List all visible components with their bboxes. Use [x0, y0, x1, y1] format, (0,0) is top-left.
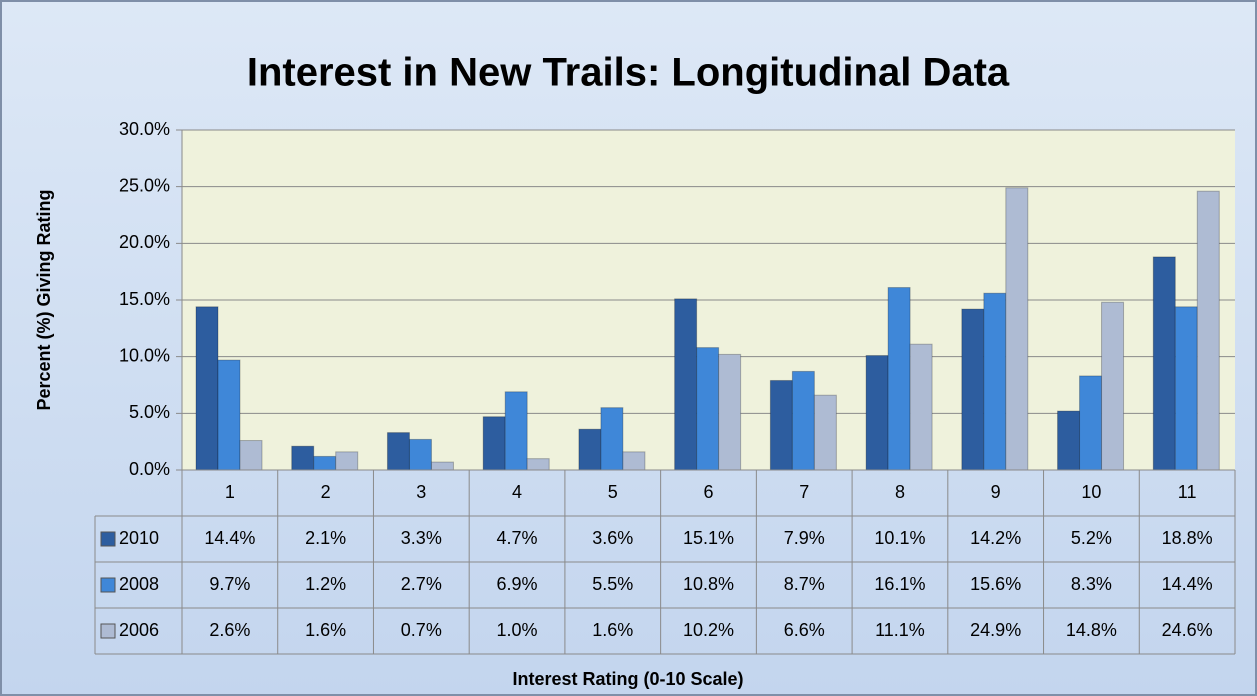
- legend-label: 2010: [119, 528, 159, 548]
- table-value: 2.7%: [401, 574, 442, 594]
- table-value: 5.5%: [592, 574, 633, 594]
- bar: [674, 298, 698, 471]
- y-tick-label: 20.0%: [119, 232, 170, 252]
- table-value: 6.9%: [497, 574, 538, 594]
- x-tick-label: 6: [703, 482, 713, 502]
- bar: [386, 432, 410, 471]
- bar: [578, 428, 602, 471]
- legend-label: 2008: [119, 574, 159, 594]
- bar: [600, 407, 624, 471]
- bar: [983, 292, 1007, 471]
- table-value: 3.3%: [401, 528, 442, 548]
- bar: [1005, 187, 1029, 471]
- bar: [504, 391, 528, 471]
- x-tick-label: 11: [1178, 482, 1197, 502]
- bar: [1152, 256, 1176, 471]
- table-value: 14.2%: [970, 528, 1021, 548]
- bar: [482, 416, 506, 471]
- table-value: 15.6%: [970, 574, 1021, 594]
- bar: [909, 343, 933, 471]
- bar: [1196, 190, 1220, 471]
- bar: [291, 445, 315, 471]
- table-value: 1.6%: [305, 620, 346, 640]
- table-value: 10.8%: [683, 574, 734, 594]
- bar: [961, 308, 985, 471]
- bar: [430, 461, 454, 471]
- bar: [887, 287, 911, 471]
- x-tick-label: 5: [608, 482, 618, 502]
- bar: [696, 347, 720, 471]
- x-tick-label: 3: [416, 482, 426, 502]
- bar: [239, 440, 263, 471]
- bar: [313, 455, 337, 471]
- table-value: 10.1%: [874, 528, 925, 548]
- table-value: 6.6%: [784, 620, 825, 640]
- table-value: 14.4%: [1162, 574, 1213, 594]
- y-tick-label: 5.0%: [129, 402, 170, 422]
- x-tick-label: 1: [225, 482, 235, 502]
- legend-label: 2006: [119, 620, 159, 640]
- x-axis-label: Interest Rating (0-10 Scale): [512, 669, 743, 689]
- x-tick-label: 7: [799, 482, 809, 502]
- table-value: 14.4%: [204, 528, 255, 548]
- y-tick-label: 15.0%: [119, 289, 170, 309]
- y-tick-label: 10.0%: [119, 345, 170, 365]
- x-tick-label: 10: [1081, 482, 1101, 502]
- x-tick-label: 4: [512, 482, 522, 502]
- x-tick-label: 8: [895, 482, 905, 502]
- bar: [217, 359, 241, 471]
- table-value: 4.7%: [497, 528, 538, 548]
- legend-key: [100, 577, 116, 593]
- bar: [813, 394, 837, 471]
- y-tick-label: 30.0%: [119, 119, 170, 139]
- table-value: 8.7%: [784, 574, 825, 594]
- table-value: 3.6%: [592, 528, 633, 548]
- table-value: 0.7%: [401, 620, 442, 640]
- table-value: 2.6%: [209, 620, 250, 640]
- x-tick-label: 2: [321, 482, 331, 502]
- table-value: 24.6%: [1162, 620, 1213, 640]
- table-value: 14.8%: [1066, 620, 1117, 640]
- table-value: 1.0%: [497, 620, 538, 640]
- table-value: 7.9%: [784, 528, 825, 548]
- table-value: 18.8%: [1162, 528, 1213, 548]
- bar: [865, 355, 889, 471]
- table-value: 1.2%: [305, 574, 346, 594]
- table-value: 2.1%: [305, 528, 346, 548]
- bar: [622, 451, 646, 471]
- bar: [335, 451, 359, 471]
- table-value: 24.9%: [970, 620, 1021, 640]
- y-tick-label: 0.0%: [129, 459, 170, 479]
- x-tick-label: 9: [991, 482, 1001, 502]
- bar: [718, 353, 742, 471]
- table-value: 5.2%: [1071, 528, 1112, 548]
- bar: [1057, 410, 1081, 471]
- bar: [526, 458, 550, 471]
- bar: [769, 379, 793, 471]
- bar: [1079, 375, 1103, 471]
- y-tick-label: 25.0%: [119, 175, 170, 195]
- bar: [791, 370, 815, 471]
- bar: [1101, 301, 1125, 471]
- bar: [408, 438, 432, 471]
- table-value: 16.1%: [874, 574, 925, 594]
- table-value: 1.6%: [592, 620, 633, 640]
- chart-title: Interest in New Trails: Longitudinal Dat…: [247, 51, 1010, 95]
- bar: [1174, 306, 1198, 471]
- table-value: 15.1%: [683, 528, 734, 548]
- table-value: 11.1%: [875, 620, 925, 640]
- table-value: 10.2%: [683, 620, 734, 640]
- y-axis-label: Percent (%) Giving Rating: [34, 189, 54, 410]
- legend-key: [100, 531, 116, 547]
- legend-key: [100, 623, 116, 639]
- table-value: 8.3%: [1071, 574, 1112, 594]
- bar: [195, 306, 219, 471]
- table-value: 9.7%: [209, 574, 250, 594]
